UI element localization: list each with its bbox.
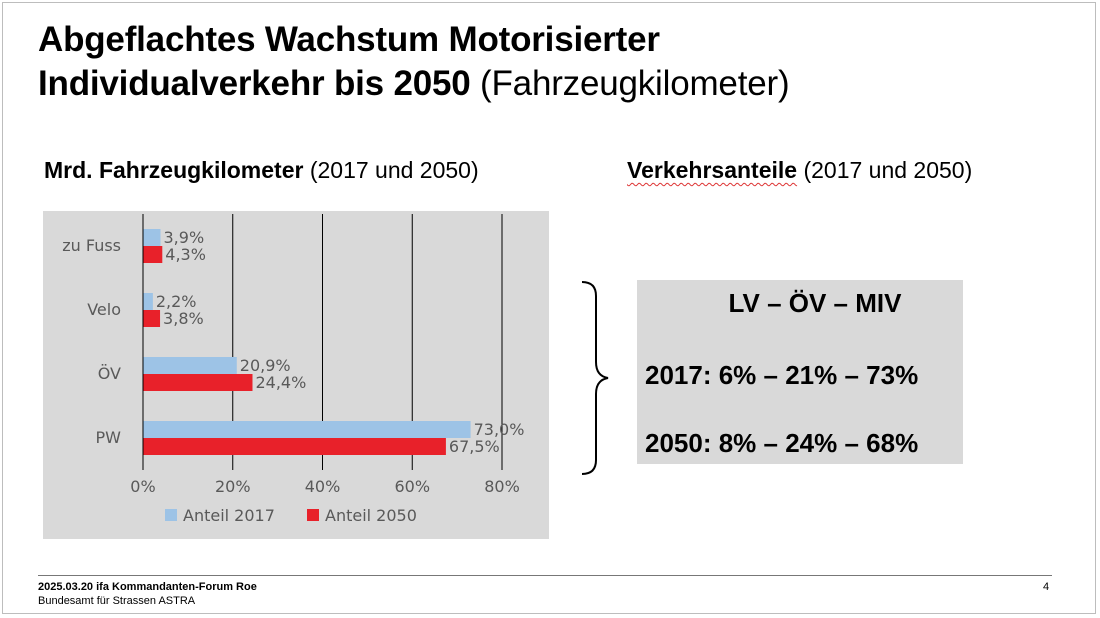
footer-event: 2025.03.20 ifa Kommandanten-Forum Roe [38,581,257,593]
bar-2017 [143,229,161,246]
x-tick-label: 20% [215,477,251,496]
footer: 2025.03.20 ifa Kommandanten-Forum Roe Bu… [38,580,257,608]
traffic-share-box: LV – ÖV – MIV 2017: 6% – 21% – 73% 2050:… [637,280,963,464]
x-tick-label: 60% [394,477,430,496]
legend-swatch [307,509,319,521]
category-label: zu Fuss [62,236,121,255]
share-header: LV – ÖV – MIV [728,288,902,318]
data-label: 3,9% [164,228,205,247]
share-row-2050: 2050: 8% – 24% – 68% [645,428,919,458]
legend-label: Anteil 2050 [325,506,417,525]
bar-chart: 0% 20% 40% 60% 80% zu Fuss 3,9% 4,3% Velo 2,2% 3,8… [43,211,549,539]
bar-chart-svg: 0% 20% 40% 60% 80% zu Fuss 3,9%4,3% Velo 2,2%3,8… [62,214,525,525]
right-heading: Verkehrsanteile (2017 und 2050) [627,154,972,186]
bar-2050 [143,310,161,327]
category-label: ÖV [98,364,121,383]
title-normal-part: (Fahrzeugkilometer) [470,64,790,103]
left-heading-normal: (2017 und 2050) [303,157,479,183]
bar-2017 [143,293,153,310]
footer-divider [38,575,1052,576]
legend-swatch [165,509,177,521]
data-label: 73,0% [474,420,525,439]
share-row-2017: 2017: 6% – 21% – 73% [645,360,919,390]
category-label: Velo [87,300,121,319]
left-heading-bold: Mrd. Fahrzeugkilometer [44,157,304,183]
bar-2050 [143,374,253,391]
data-label: 67,5% [449,437,500,456]
title-line-1: Abgeflachtes Wachstum Motorisierter [38,20,660,59]
bar-2050 [143,246,163,263]
x-tick-label: 0% [130,477,155,496]
curly-brace-icon [581,281,609,475]
right-heading-bold: Verkehrsanteile [627,157,798,183]
category-label: PW [96,428,122,447]
title-line-2: Individualverkehr bis 2050 (Fahrzeugkilo… [38,62,790,106]
data-label: 24,4% [255,373,306,392]
bar-2050 [143,438,446,455]
data-label: 3,8% [163,309,204,328]
page-number: 4 [1043,581,1050,593]
bar-2017 [143,421,471,438]
data-label: 20,9% [240,356,291,375]
footer-organisation: Bundesamt für Strassen ASTRA [38,595,196,607]
x-tick-label: 40% [305,477,341,496]
legend-label: Anteil 2017 [183,506,275,525]
left-heading: Mrd. Fahrzeugkilometer (2017 und 2050) [44,154,479,186]
data-label: 4,3% [165,245,206,264]
right-heading-normal: (2017 und 2050) [797,157,973,183]
title-bold-part: Individualverkehr bis 2050 [38,64,471,103]
x-tick-label: 80% [484,477,520,496]
data-label: 2,2% [156,292,197,311]
bar-2017 [143,357,237,374]
slide-title: Abgeflachtes Wachstum Motorisierter Indi… [38,18,790,106]
